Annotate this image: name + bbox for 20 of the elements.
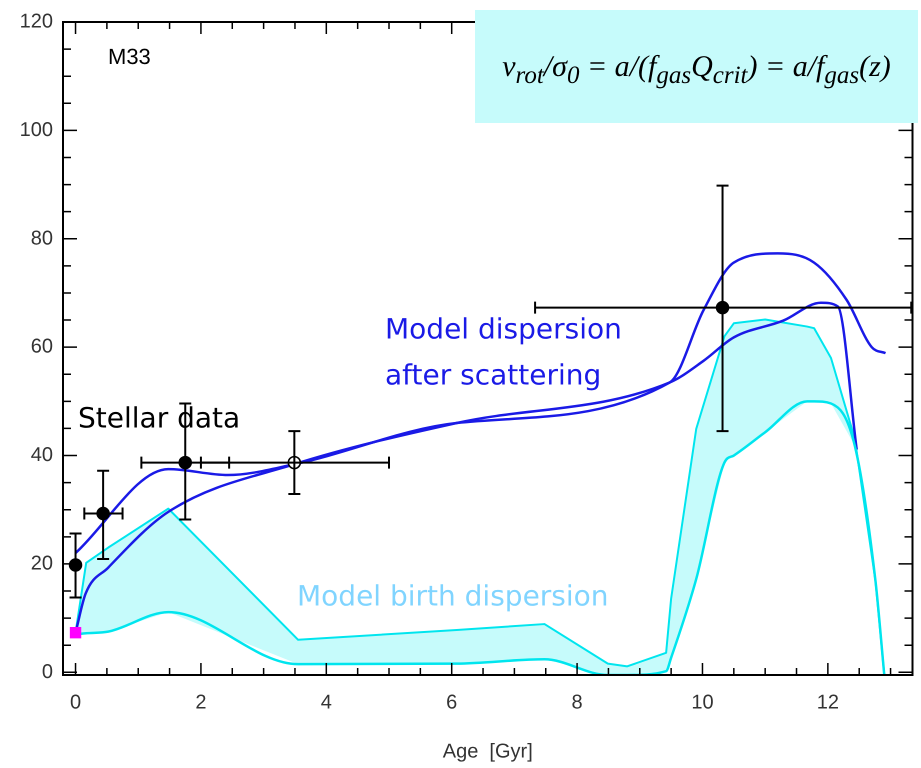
annotation: M33	[108, 44, 151, 70]
x-tick-label: 0	[70, 692, 82, 714]
formula-panel: v$_{rot}$/σ$_{0}$ = a/(f$_{gas}$Q$_{crit}$) = a/f$_{gas}$(z)	[475, 10, 918, 123]
y-tick-label: 80	[30, 227, 53, 250]
y-tick-label: 40	[30, 444, 53, 466]
y-tick-label: 60	[30, 336, 53, 358]
point	[70, 627, 82, 638]
y-tick-label: 20	[30, 552, 53, 574]
x-axis-title: Age [Gyr]	[442, 740, 533, 763]
annotation: Model dispersion after scattering	[385, 312, 622, 392]
y-tick-label: 100	[20, 118, 53, 141]
x-tick-label: 10	[691, 692, 714, 714]
y-tick-label: 0	[42, 660, 53, 683]
x-tick-label: 2	[195, 692, 206, 714]
annotation: Model birth dispersion	[297, 579, 609, 612]
y-tick-label: 120	[20, 10, 53, 33]
x-tick-label: 4	[320, 692, 332, 714]
x-tick-label: 8	[572, 692, 583, 714]
x-tick-label: 12	[816, 692, 839, 714]
x-tick-label: 6	[446, 692, 458, 714]
